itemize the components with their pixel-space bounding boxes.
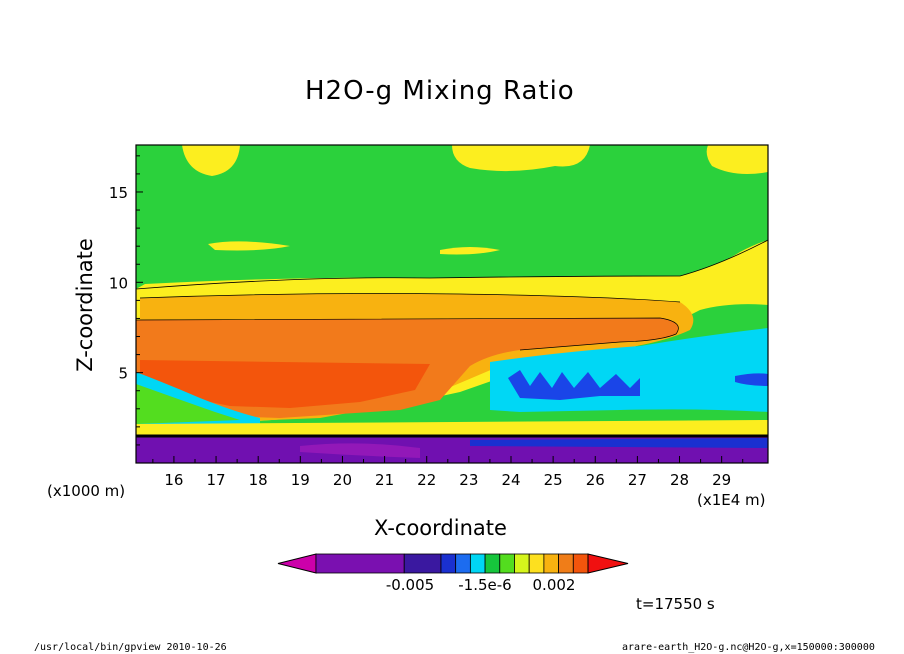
region-blue-cells [508,370,640,400]
region-near-surface [136,420,768,436]
y-axis-unit: (x1000 m) [47,482,126,500]
colorbar-segment [558,553,574,574]
colorbar-arrow-right [587,553,629,574]
x-tick-label: 27 [628,471,647,489]
x-tick-label: 20 [333,471,352,489]
y-axis-label: Z-coordinate [73,238,97,372]
colorbar-tick-label: 0.002 [533,576,576,594]
x-tick-label: 29 [712,471,731,489]
heatmap-plot-area [136,145,768,463]
region-top-patch [182,145,240,176]
footer-left: /usr/local/bin/gpview 2010-10-26 [34,642,227,653]
x-tick-label: 25 [544,471,563,489]
region-top-patch [706,145,768,174]
region-small-patch [440,247,500,255]
x-tick-label: 16 [164,471,183,489]
x-axis-label: X-coordinate [374,516,507,540]
time-annotation: t=17550 s [636,595,715,613]
x-tick-label: 21 [375,471,394,489]
y-tick-label: 5 [118,365,128,383]
chart-title: H2O-g Mixing Ratio [305,76,575,106]
region-core-deep [140,360,430,408]
region-surface-magenta [300,443,420,458]
region-small-patch [208,241,290,251]
x-tick-label: 26 [586,471,605,489]
region-surface-blue [470,438,768,448]
region-lower-stripes [136,384,240,424]
x-tick-label: 23 [459,471,478,489]
plot-frame [135,144,769,464]
x-tick-label: 19 [291,471,310,489]
x-axis-ticks: 16 17 18 19 20 21 22 23 24 25 26 27 28 29 [152,456,744,489]
colorbar-segment [514,553,530,574]
region-blue-cells [735,373,768,386]
x-tick-label: 28 [670,471,689,489]
region-top-patch [452,145,590,172]
x-tick-label: 18 [249,471,268,489]
colorbar-segment [499,553,515,574]
colorbar-arrow-left [277,553,317,574]
y-tick-label: 15 [109,184,128,202]
x-tick-label: 24 [501,471,520,489]
y-axis-ticks: 5 10 15 [109,155,143,446]
colorbar-segment [484,553,501,574]
colorbar-tick-label: -1.5e-6 [458,576,511,594]
y-tick-label: 10 [109,274,128,292]
colorbar-tick-label: -0.005 [386,576,434,594]
colorbar-segment [455,553,471,574]
x-axis-unit: (x1E4 m) [697,491,766,509]
colorbar: -0.005 -1.5e-6 0.002 [277,553,629,594]
x-tick-label: 22 [417,471,436,489]
colorbar-segment [543,553,559,574]
footer-right: arare-earth_H2O-g.nc@H2O-g,x=150000:3000… [622,642,875,653]
colorbar-segment [572,553,589,574]
colorbar-segment [403,553,442,574]
x-tick-label: 17 [207,471,226,489]
colorbar-segment [528,553,545,574]
colorbar-segment [440,553,457,574]
colorbar-segment [469,553,486,574]
colorbar-segment [315,553,405,574]
